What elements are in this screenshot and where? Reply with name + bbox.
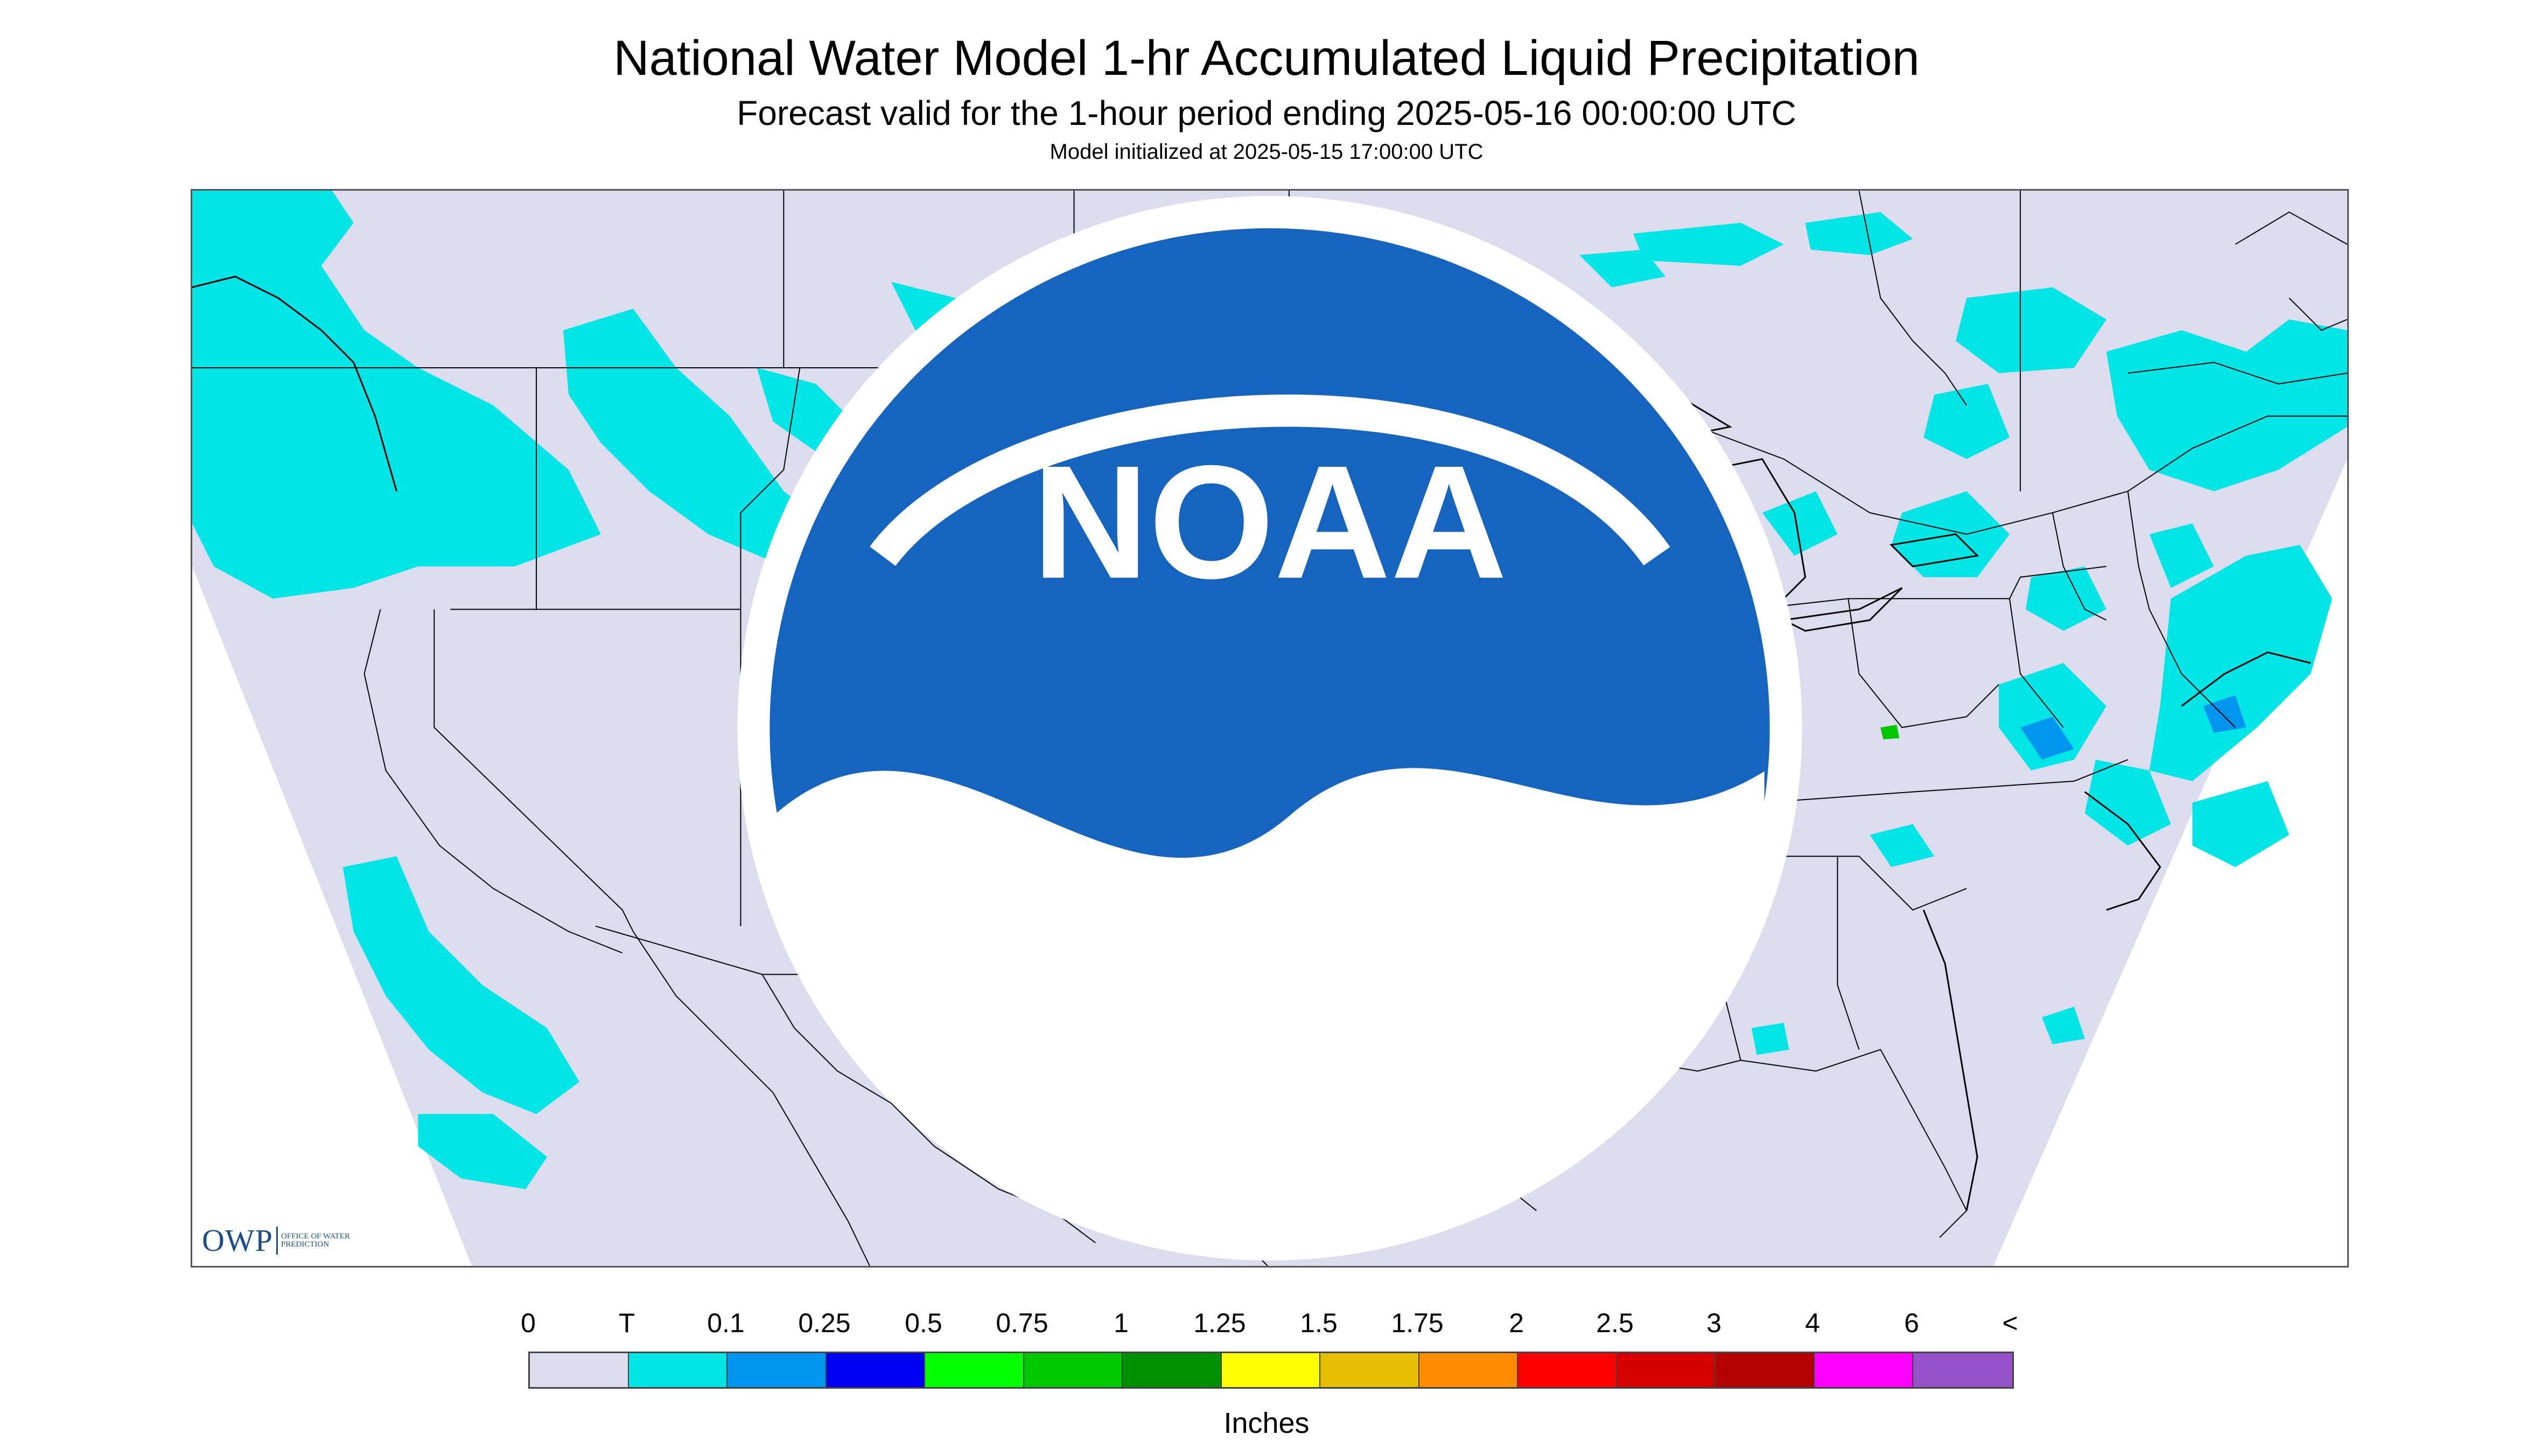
chart-title: National Water Model 1-hr Accumulated Li… xyxy=(613,31,1920,86)
legend-label: 4 xyxy=(1805,1308,1820,1338)
legend-swatch xyxy=(1518,1353,1617,1387)
legend-label: 0.1 xyxy=(707,1308,745,1338)
legend-label: 1 xyxy=(1114,1308,1129,1338)
legend-swatch xyxy=(628,1353,727,1387)
legend-label: 3 xyxy=(1706,1308,1722,1338)
legend-swatch xyxy=(1814,1353,1913,1387)
noaa-logo-text: NOAA xyxy=(1032,432,1507,612)
legend-label: 0.25 xyxy=(798,1308,851,1338)
owp-logo-mark: OWP xyxy=(202,1223,273,1258)
legend-swatch xyxy=(1913,1353,2012,1387)
legend-swatch xyxy=(1716,1353,1815,1387)
legend-swatch xyxy=(1617,1353,1716,1387)
legend-label: 0.5 xyxy=(905,1308,942,1338)
legend-label: T xyxy=(618,1308,635,1338)
coastlines xyxy=(192,275,2311,1211)
legend-color-bar xyxy=(528,1352,2014,1389)
legend-label: < xyxy=(2002,1308,2018,1338)
noaa-logo: NOAA xyxy=(737,195,1802,1261)
chart-subtitle: Forecast valid for the 1-hour period end… xyxy=(737,94,1796,132)
legend-label: 2.5 xyxy=(1596,1308,1634,1338)
legend-labels: 0 T 0.1 0.25 0.5 0.75 1 1.25 1.5 1.75 2 … xyxy=(0,1307,2533,1340)
owp-logo: OWP OFFICE OF WATER PREDICTION xyxy=(202,1222,351,1258)
legend-unit-label: Inches xyxy=(1223,1407,1310,1439)
legend-swatch xyxy=(727,1353,827,1387)
legend-label: 0 xyxy=(521,1308,536,1338)
legend-swatch xyxy=(826,1353,925,1387)
legend-label: 1.25 xyxy=(1193,1308,1246,1338)
legend-label: 1.5 xyxy=(1300,1308,1338,1338)
legend-swatch xyxy=(530,1353,629,1387)
precipitation-map: OWP OFFICE OF WATER PREDICTION NOAA xyxy=(191,189,2349,1268)
legend-swatch xyxy=(1320,1353,1419,1387)
legend-swatch xyxy=(1419,1353,1518,1387)
legend-swatch xyxy=(1024,1353,1123,1387)
legend-label: 0.75 xyxy=(996,1308,1048,1338)
model-init-text: Model initialized at 2025-05-15 17:00:00… xyxy=(1049,140,1484,164)
legend-label: 2 xyxy=(1509,1308,1524,1338)
legend-label: 1.75 xyxy=(1391,1308,1444,1338)
legend-swatch xyxy=(1221,1353,1320,1387)
legend-swatch xyxy=(925,1353,1024,1387)
owp-logo-name: OFFICE OF WATER PREDICTION xyxy=(281,1231,350,1249)
legend-swatch xyxy=(1123,1353,1222,1387)
owp-logo-divider xyxy=(276,1226,278,1255)
legend-label: 6 xyxy=(1904,1308,1919,1338)
